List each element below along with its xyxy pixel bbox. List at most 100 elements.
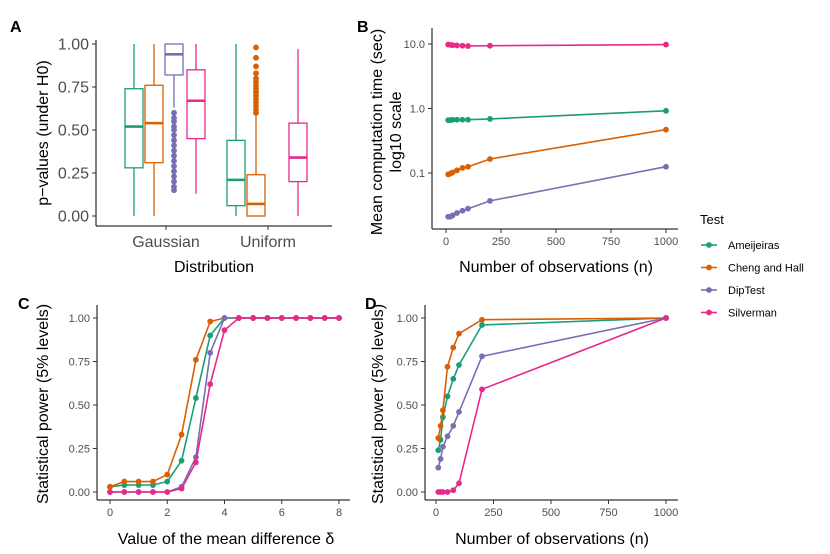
panel-d-data-point [456, 330, 462, 337]
panel-c-data-point [178, 457, 185, 464]
panel-b-data-point [449, 169, 456, 176]
panel-c-data-point [207, 381, 214, 388]
panel-b-data-point [487, 156, 493, 162]
panel-b-data-point [663, 41, 669, 48]
panel-d-data-point [456, 409, 462, 415]
panel-c-x-tick-label: 8 [336, 507, 342, 519]
panel-b-data-point [465, 116, 471, 123]
panel-c-data-point [221, 315, 228, 321]
panel-c-data-point [135, 489, 142, 495]
panel-a-outlier [171, 152, 177, 159]
panel-c-y-tick-label: 0.75 [69, 356, 90, 368]
panel-d-data-point [450, 487, 457, 494]
panel-b-series-cheng-and-hall [445, 126, 669, 178]
panel-c-tag: C [18, 296, 30, 313]
panel-b-data-point [454, 116, 460, 123]
panel-c-data-point [178, 431, 185, 438]
panel-c-series-cheng-and-hall [107, 315, 342, 490]
legend-title: Test [700, 212, 724, 227]
panel-a-series-diptest [164, 43, 184, 194]
panel-c-series-ameijeiras [107, 315, 342, 490]
panel-c-series-line [109, 317, 339, 488]
panel-b-data-point [459, 116, 466, 123]
panel-c-data-point [135, 478, 142, 485]
panel-a-outlier [171, 142, 177, 149]
panel-a-outlier [253, 70, 259, 77]
panel-a-outlier [171, 168, 177, 175]
panel-b-y-tick-label: 0.1 [410, 168, 425, 180]
panel-a-box [288, 122, 308, 183]
panel-d-data-point [444, 393, 451, 400]
panel-b-x-tick-label: 1000 [654, 236, 678, 248]
panel-a-y-tick-label: 0.00 [58, 209, 89, 226]
panel-d-tag: D [365, 296, 377, 313]
panel-b-data-point [465, 163, 471, 170]
panel-a-tag: A [10, 19, 22, 36]
panel-d-data-point [456, 362, 462, 368]
panel-c-data-point [192, 356, 199, 363]
panel-b-y-tick-label: 1.0 [410, 103, 425, 115]
legend-item-ameijeiras: Ameijeiras [701, 240, 780, 252]
panel-c-y-tick-label: 0.50 [69, 400, 90, 412]
legend-label: DipTest [728, 285, 765, 297]
panel-c-data-point [150, 478, 156, 485]
panel-b-data-point [465, 205, 471, 212]
panel-a-outlier [171, 147, 177, 154]
panel-c-series-line [110, 317, 339, 493]
panel-a-series-ameijeiras [124, 44, 246, 216]
panel-a-y-tick-label: 1.00 [58, 37, 89, 54]
panel-b-data-point [663, 107, 669, 114]
panel-d-series-silverman [435, 315, 669, 495]
panel-d-y-tick-label: 0.25 [397, 443, 418, 455]
panel-c-data-point [164, 478, 171, 485]
panel-d-series-line [438, 317, 667, 493]
panel-b-y-axis-title: Mean computation time (sec) [369, 29, 386, 235]
panel-b-tag: B [357, 19, 369, 36]
panel-d-data-point [435, 447, 442, 454]
panel-a-series-silverman [186, 44, 308, 216]
panel-a-box [186, 69, 206, 140]
panel-d-x-tick-label: 0 [433, 507, 439, 519]
panel-c-data-point [235, 315, 242, 321]
panel-a-y-tick-label: 0.25 [58, 166, 89, 183]
panel-b-series-line [447, 128, 667, 176]
panel-b-x-tick-label: 0 [443, 236, 449, 248]
panel-d-data-point [440, 443, 446, 450]
panel-c-y-axis-title: Statistical power (5% levels) [35, 304, 52, 504]
panel-d-y-tick-label: 0.50 [397, 400, 418, 412]
panel-d-data-point [479, 353, 485, 360]
panel-b-series-silverman [445, 41, 669, 49]
panel-b-series-ameijeiras [445, 107, 669, 124]
panel-a-box [246, 174, 266, 217]
legend-key-point [706, 287, 712, 293]
panel-d-data-point [456, 480, 462, 487]
panel-c-data-point [164, 489, 171, 495]
legend-item-diptest: DipTest [701, 285, 765, 297]
panel-b-data-point [459, 42, 466, 49]
panel-b-series-line [448, 165, 667, 218]
panel-d-data-point [435, 435, 442, 441]
panel-d-y-tick-label: 0.75 [397, 356, 418, 368]
panel-c-data-point [221, 327, 228, 334]
panel-a-outlier [171, 115, 177, 121]
panel-d-data-point [437, 456, 444, 462]
panel-d-x-tick-label: 1000 [654, 507, 678, 519]
panel-a-y-tick-label: 0.75 [58, 80, 89, 97]
panel-d-data-point [479, 322, 485, 328]
legend-item-silverman: Silverman [701, 308, 777, 320]
panel-c-data-point [293, 315, 299, 321]
panel-a-x-tick-label: Gaussian [132, 234, 200, 251]
panel-c-data-point [178, 485, 185, 492]
panel-c-series-silverman [107, 315, 342, 495]
panel-d-y-tick-label: 1.00 [397, 313, 418, 325]
panel-d-data-point [663, 315, 669, 321]
panel-b-data-point [449, 116, 456, 123]
panel-d-x-tick-label: 500 [542, 507, 560, 519]
panel-b-data-point [487, 197, 493, 204]
panel-d-x-tick-label: 250 [484, 507, 502, 519]
panel-c-y-tick-label: 0.00 [69, 487, 90, 499]
panel-b-data-point [663, 126, 669, 133]
panel-c-data-point [164, 471, 171, 478]
panel-c-x-tick-label: 6 [279, 507, 285, 519]
